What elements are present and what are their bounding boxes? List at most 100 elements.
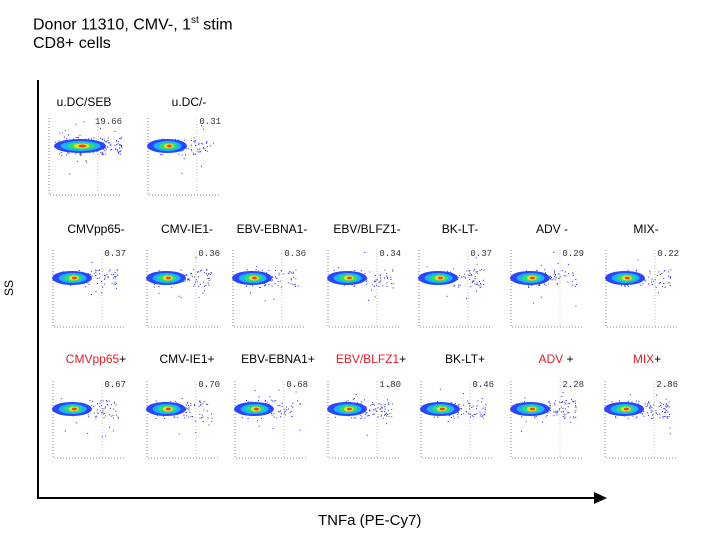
event-dot <box>263 285 265 287</box>
event-dot <box>482 407 484 409</box>
event-dot <box>265 283 267 285</box>
event-dot <box>291 416 293 417</box>
event-dot <box>382 417 384 419</box>
event-dot <box>109 407 111 409</box>
event-dot <box>549 410 551 412</box>
event-dot <box>372 414 374 415</box>
event-dot <box>476 270 478 272</box>
event-dot <box>190 144 192 146</box>
event-dot <box>627 269 629 271</box>
event-dot <box>275 276 277 278</box>
plot-axes <box>232 250 306 328</box>
event-dot <box>366 279 368 281</box>
event-dot <box>653 404 655 406</box>
panel-label-suffix: + <box>119 352 127 366</box>
event-dot <box>202 281 204 283</box>
event-dot <box>186 404 187 406</box>
panel-label-text: EBV-EBNA1- <box>236 222 308 236</box>
flow-plot: 0.31 <box>145 116 223 198</box>
event-dot <box>525 421 527 423</box>
event-dot <box>564 417 566 419</box>
event-dot <box>193 404 195 406</box>
event-dot <box>187 408 189 410</box>
event-dot <box>659 282 661 283</box>
event-dot <box>182 149 184 151</box>
x-axis-line <box>37 497 597 499</box>
event-dot <box>79 154 81 156</box>
event-dot <box>283 273 285 275</box>
event-dot <box>353 286 355 287</box>
event-dot <box>68 152 70 154</box>
event-dot <box>635 400 637 402</box>
event-dot <box>208 424 210 426</box>
event-dot <box>104 278 106 280</box>
event-dot <box>208 277 210 279</box>
event-dot <box>61 155 63 156</box>
event-dot <box>553 415 555 417</box>
event-dot <box>664 270 666 272</box>
event-dot <box>650 411 652 413</box>
event-dot <box>565 275 567 277</box>
panel-label-text: u.DC/- <box>171 95 207 109</box>
panel-label-text: EBV-EBNA1+ <box>241 352 315 366</box>
event-dot <box>180 297 182 299</box>
event-dot <box>360 401 362 403</box>
event-dot <box>104 150 106 152</box>
event-dot <box>184 417 186 419</box>
event-dot <box>357 402 358 404</box>
event-dot <box>294 286 296 287</box>
event-dot <box>389 413 391 415</box>
event-dot <box>528 287 530 288</box>
event-dot <box>450 271 452 273</box>
event-dot <box>386 415 388 417</box>
flow-plot: 0.34 <box>325 248 403 330</box>
flow-plot: 0.67 <box>50 379 128 461</box>
event-dot <box>59 132 61 134</box>
event-dot <box>539 284 541 286</box>
event-dot <box>268 270 270 271</box>
event-dot <box>295 269 297 271</box>
event-dot <box>86 161 87 163</box>
event-dot <box>114 283 116 285</box>
event-dot <box>647 276 649 278</box>
event-dot <box>103 417 105 419</box>
event-dot <box>627 285 629 287</box>
event-dot <box>280 416 282 418</box>
event-dot <box>186 274 188 276</box>
event-dot <box>88 138 89 140</box>
panel-label: CMVpp65- <box>67 222 124 236</box>
event-dot <box>481 397 483 399</box>
event-dot <box>114 277 116 279</box>
event-dot <box>206 410 208 412</box>
event-dot <box>355 417 357 419</box>
panel-label: EBV-EBNA1+ <box>241 352 315 366</box>
event-dot <box>88 283 90 285</box>
percent-positive: 2.86 <box>656 380 678 390</box>
density-contour <box>529 407 535 411</box>
event-dot <box>101 412 102 414</box>
event-dot <box>373 413 375 415</box>
event-dot <box>101 138 103 140</box>
event-dot <box>55 141 57 143</box>
event-dot <box>93 273 95 275</box>
event-dot <box>75 123 77 125</box>
event-dot <box>366 412 368 414</box>
event-dot <box>111 149 113 150</box>
event-dot <box>171 286 173 288</box>
event-dot <box>664 412 666 414</box>
event-dot <box>271 276 273 278</box>
event-dot <box>178 433 180 435</box>
event-dot <box>572 284 574 286</box>
panel-label-text: MIX- <box>633 222 659 236</box>
event-dot <box>474 276 476 278</box>
event-dot <box>383 406 385 408</box>
panel-label: EBV-EBNA1- <box>237 222 308 236</box>
event-dot <box>201 417 203 419</box>
event-dot <box>187 401 189 403</box>
event-dot <box>481 269 483 271</box>
event-dot <box>549 275 551 277</box>
event-dot <box>120 138 122 140</box>
event-dot <box>647 414 649 416</box>
event-dot <box>102 286 104 288</box>
event-dot <box>258 270 260 272</box>
